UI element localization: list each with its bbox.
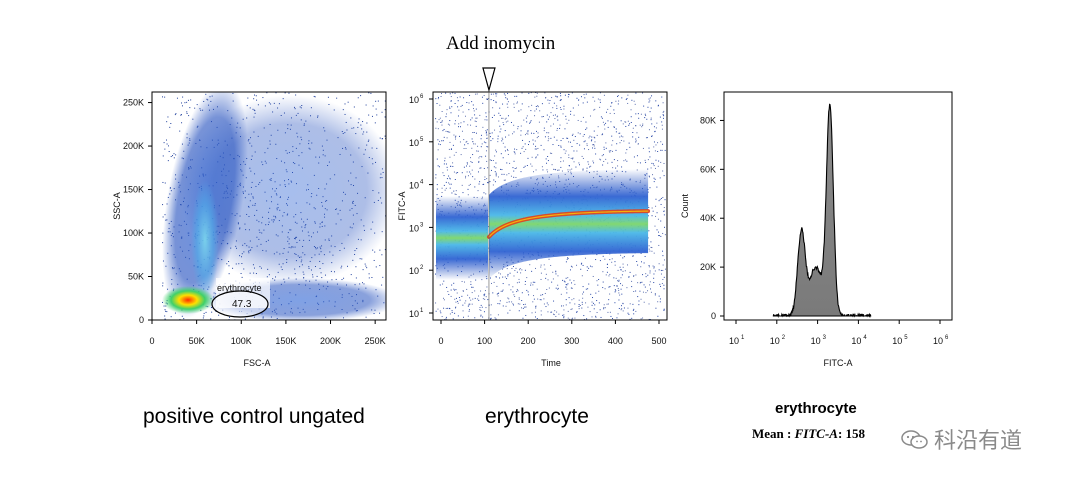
y-axis-title-1: SSC-A	[112, 192, 122, 220]
y-tick-exp-2: 5	[420, 137, 424, 143]
y-tick-label-2: 10	[409, 223, 419, 233]
y-tick-label-1: 200K	[123, 141, 144, 151]
y-tick-label-3: 0	[711, 311, 716, 321]
density-cloud-2	[435, 92, 666, 320]
x-tick-label-1: 100K	[231, 336, 252, 346]
x-tick-label-1: 50K	[189, 336, 205, 346]
x-tick-label-2: 100	[477, 336, 492, 346]
y-tick-label-3: 80K	[700, 115, 716, 125]
x-tick-label-3: 10	[811, 336, 821, 346]
mean-prefix: Mean :	[752, 426, 795, 441]
watermark: 科沿有道	[900, 423, 1022, 455]
x-tick-label-2: 0	[438, 336, 443, 346]
x-tick-label-1: 200K	[320, 336, 341, 346]
x-tick-label-3: 10	[933, 336, 943, 346]
panel-fsc-ssc: erythrocyte 47.3 0 50K 100K 150K 200K 250K 0 50…	[112, 91, 387, 368]
y-tick-exp-2: 3	[420, 222, 424, 228]
mean-param: FITC-A	[794, 426, 838, 441]
x-axis-title-2: Time	[541, 358, 561, 368]
mean-value: : 158	[837, 426, 866, 441]
y-tick-label-1: 250K	[123, 98, 144, 108]
axis-ticks-1: 0 50K 100K 150K 200K 250K 0 50K 100K 150K 200K 250K	[123, 98, 386, 346]
histogram-area	[772, 103, 872, 319]
y-tick-label-2: 10	[409, 95, 419, 105]
plot-frame-3	[723, 91, 953, 321]
y-tick-label-1: 50K	[128, 272, 144, 282]
add-inomycin-annotation: Add inomycin	[446, 33, 556, 54]
y-tick-exp-2: 4	[420, 180, 424, 186]
y-tick-label-1: 100K	[123, 228, 144, 238]
x-tick-exp-3: 2	[782, 335, 786, 341]
y-tick-exp-2: 1	[420, 308, 424, 314]
mean-readout: Mean : FITC-A: 158	[752, 426, 865, 442]
caption-right-title: erythrocyte	[775, 400, 857, 417]
y-tick-exp-2: 2	[420, 265, 424, 271]
x-tick-exp-3: 1	[741, 335, 745, 341]
x-tick-label-2: 300	[564, 336, 579, 346]
x-tick-exp-3: 3	[823, 335, 827, 341]
y-tick-label-3: 20K	[700, 262, 716, 272]
erythrocyte-gate[interactable]	[211, 290, 269, 318]
gate-name: erythrocyte	[217, 283, 262, 293]
x-tick-label-1: 0	[149, 336, 154, 346]
y-tick-label-3: 60K	[700, 164, 716, 174]
caption-middle: erythrocyte	[485, 405, 589, 428]
x-tick-exp-3: 4	[863, 335, 867, 341]
x-tick-label-1: 150K	[275, 336, 296, 346]
y-tick-exp-2: 6	[420, 94, 424, 100]
x-tick-label-3: 10	[770, 336, 780, 346]
x-tick-label-2: 500	[651, 336, 666, 346]
wechat-icon	[900, 429, 930, 451]
y-tick-label-2: 10	[409, 309, 419, 319]
gate-percent: 47.3	[232, 299, 252, 310]
watermark-text: 科沿有道	[934, 429, 1023, 454]
x-tick-label-2: 400	[608, 336, 623, 346]
y-tick-label-2: 10	[409, 138, 419, 148]
caption-left: positive control ungated	[143, 405, 365, 428]
x-tick-label-1: 250K	[365, 336, 386, 346]
density-cloud-1	[162, 92, 386, 320]
y-axis-title-3: Count	[680, 194, 690, 219]
y-tick-label-1: 150K	[123, 185, 144, 195]
x-tick-label-3: 10	[851, 336, 861, 346]
y-tick-label-2: 10	[409, 181, 419, 191]
y-tick-label-1: 0	[139, 315, 144, 325]
add-inomycin-arrow	[482, 67, 496, 93]
x-tick-label-3: 10	[892, 336, 902, 346]
x-tick-label-2: 200	[521, 336, 536, 346]
plot-frame-1	[151, 91, 387, 321]
x-tick-exp-3: 6	[945, 335, 949, 341]
x-axis-title-1: FSC-A	[244, 358, 271, 368]
plot-frame-2	[432, 91, 668, 321]
y-tick-label-2: 10	[409, 266, 419, 276]
x-axis-title-3: FITC-A	[824, 358, 853, 368]
x-tick-exp-3: 5	[904, 335, 908, 341]
y-tick-label-3: 40K	[700, 213, 716, 223]
x-tick-label-3: 10	[729, 336, 739, 346]
y-axis-title-2: FITC-A	[397, 192, 407, 221]
